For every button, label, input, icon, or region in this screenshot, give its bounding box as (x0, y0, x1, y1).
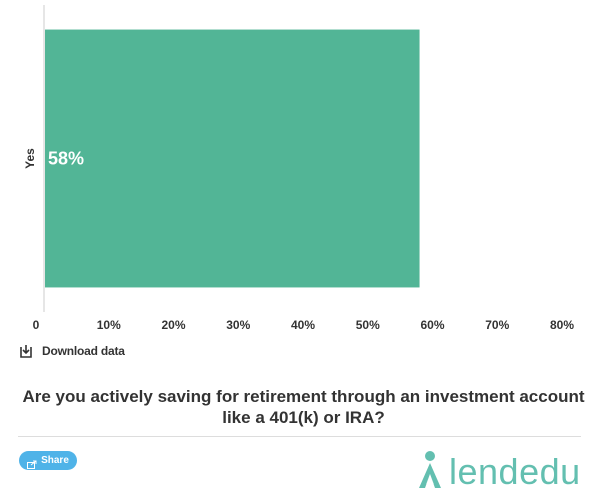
download-data-label: Download data (42, 344, 125, 358)
lendedu-logo: lendedu (415, 450, 581, 490)
bar-data-label: 58% (48, 149, 84, 169)
x-tick-label: 80% (550, 318, 574, 332)
share-button[interactable]: Share (19, 451, 77, 470)
chart-question-title: Are you actively saving for retirement t… (22, 387, 585, 427)
x-tick-label: 20% (161, 318, 185, 332)
x-tick-label: 10% (97, 318, 121, 332)
share-label: Share (41, 455, 69, 466)
chart-area: 58% Yes 0 10% 20% 30% 40% 50% 60% 70% 80% (23, 5, 574, 332)
x-tick-label: 60% (420, 318, 444, 332)
divider (18, 436, 581, 437)
x-tick-label: 70% (485, 318, 509, 332)
share-icon (27, 456, 37, 469)
category-label: Yes (23, 148, 37, 169)
download-icon (18, 343, 34, 359)
download-data-button[interactable]: Download data (18, 343, 125, 359)
bar-chart: 58% Yes 0 10% 20% 30% 40% 50% 60% 70% 80% (23, 5, 574, 332)
bar (45, 29, 420, 288)
x-tick-label: 30% (226, 318, 250, 332)
x-tick-label: 40% (291, 318, 315, 332)
x-tick-label: 0 (33, 318, 40, 332)
x-tick-label: 50% (356, 318, 380, 332)
lendedu-logo-icon (415, 450, 445, 490)
lendedu-logo-text: lendedu (449, 451, 581, 492)
